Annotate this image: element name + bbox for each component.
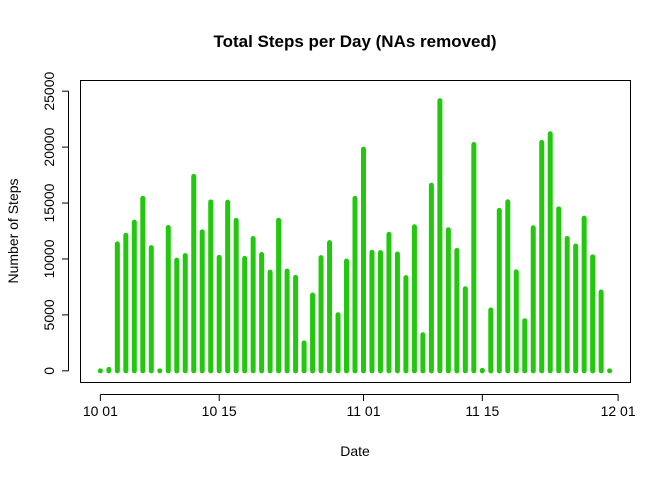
y-axis: 0 5000 10000 15000 20000 25000 <box>41 72 69 375</box>
y-tick-label: 25000 <box>41 72 57 111</box>
chart-title: Total Steps per Day (NAs removed) <box>213 32 496 51</box>
x-tick-label: 12 01 <box>601 403 636 419</box>
plot-frame <box>80 80 631 383</box>
y-tick-label: 0 <box>41 367 57 375</box>
x-tick-label: 10 01 <box>83 403 118 419</box>
x-axis-label: Date <box>340 443 370 459</box>
x-axis: 10 01 10 15 11 01 11 15 12 01 <box>83 394 636 419</box>
y-tick-label: 15000 <box>41 183 57 222</box>
y-tick-label: 10000 <box>41 239 57 278</box>
bars-group <box>97 98 613 374</box>
y-axis-label: Number of Steps <box>5 178 21 283</box>
x-tick-label: 10 15 <box>202 403 237 419</box>
y-tick-label: 20000 <box>41 127 57 166</box>
y-tick-label: 5000 <box>41 299 57 330</box>
x-tick-label: 11 15 <box>465 403 499 419</box>
x-tick-label: 11 01 <box>346 403 380 419</box>
